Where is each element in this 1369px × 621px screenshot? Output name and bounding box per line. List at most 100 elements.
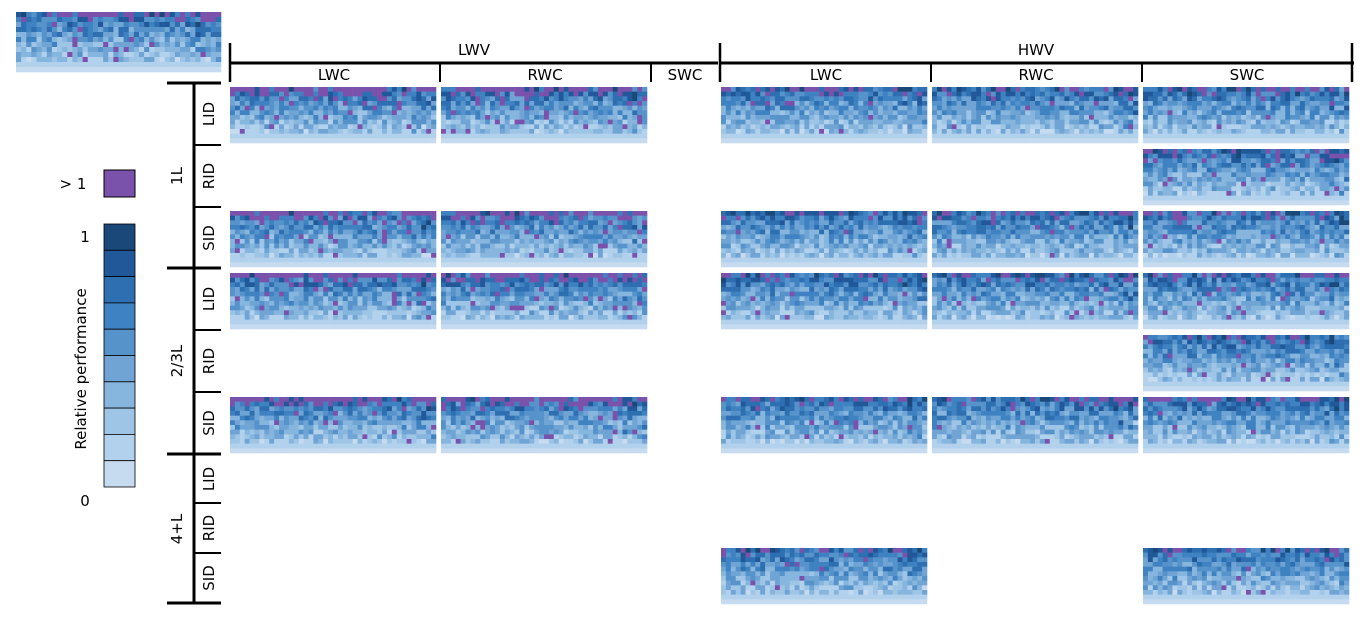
heatmap-cell xyxy=(1201,119,1208,125)
heatmap-cell xyxy=(1334,158,1340,164)
heatmap-cell xyxy=(1069,119,1075,125)
heatmap-cell xyxy=(544,101,550,106)
heatmap-cell xyxy=(303,229,309,235)
heatmap-cell xyxy=(1103,124,1109,130)
heatmap-cell xyxy=(907,248,913,254)
heatmap-cell xyxy=(1339,195,1345,201)
heatmap-cell xyxy=(1147,110,1154,116)
heatmap-cell xyxy=(62,52,68,58)
heatmap-cell xyxy=(976,110,982,116)
heatmap-cell xyxy=(730,110,737,116)
heatmap-cell xyxy=(259,253,265,258)
heatmap-cell xyxy=(1162,158,1168,164)
heatmap-cell xyxy=(1304,163,1311,168)
heatmap-cell xyxy=(721,229,727,235)
heatmap-panel xyxy=(230,211,437,268)
heatmap-cell xyxy=(1216,91,1222,97)
heatmap-cell xyxy=(480,220,486,226)
heatmap-cell xyxy=(907,138,913,144)
heatmap-cell xyxy=(279,234,285,240)
heatmap-cell xyxy=(529,257,535,263)
heatmap-cell xyxy=(1250,129,1257,134)
heatmap-cell xyxy=(760,234,766,240)
heatmap-cell xyxy=(480,262,486,268)
heatmap-cell xyxy=(1309,124,1315,130)
heatmap-cell xyxy=(770,225,776,230)
heatmap-cell xyxy=(941,105,948,111)
heatmap-cell xyxy=(249,215,255,221)
heatmap-cell xyxy=(882,225,889,230)
heatmap-cell xyxy=(568,105,574,111)
heatmap-cell xyxy=(455,234,461,240)
heatmap-cell xyxy=(1319,200,1325,206)
heatmap-cell xyxy=(1236,177,1242,182)
heatmap-cell xyxy=(936,138,943,144)
heatmap-cell xyxy=(838,87,844,92)
heatmap-cell xyxy=(1260,149,1266,154)
heatmap-cell xyxy=(1201,191,1208,196)
heatmap-cell xyxy=(386,133,393,139)
heatmap-cell xyxy=(966,87,972,92)
heatmap-panel xyxy=(1143,87,1350,144)
heatmap-cell xyxy=(725,229,732,235)
heatmap-cell xyxy=(1290,172,1296,178)
heatmap-cell xyxy=(1187,149,1193,154)
heatmap-cell xyxy=(1344,124,1350,130)
heatmap-cell xyxy=(1309,167,1315,173)
heatmap-cell xyxy=(499,138,506,144)
heatmap-cell xyxy=(1265,177,1271,182)
heatmap-cell xyxy=(264,115,270,120)
heatmap-cell xyxy=(907,133,913,139)
heatmap-cell xyxy=(877,229,884,235)
heatmap-cell xyxy=(981,133,987,139)
colorbar-cell xyxy=(103,302,136,330)
heatmap-cell xyxy=(205,52,212,58)
heatmap-cell xyxy=(529,253,535,258)
heatmap-cell xyxy=(721,243,727,249)
heatmap-cell xyxy=(377,138,383,144)
heatmap-cell xyxy=(1314,167,1320,173)
heatmap-cell xyxy=(1035,129,1041,134)
heatmap-cell xyxy=(563,96,569,102)
heatmap-cell xyxy=(794,87,800,92)
heatmap-cell xyxy=(1182,101,1188,106)
heatmap-cell xyxy=(485,220,491,226)
heatmap-cell xyxy=(632,133,638,139)
heatmap-cell xyxy=(548,248,555,254)
heatmap-cell xyxy=(1250,101,1257,106)
heatmap-cell xyxy=(1143,124,1149,130)
heatmap-cell xyxy=(1275,129,1281,134)
heatmap-cell xyxy=(1280,186,1286,192)
heatmap-cell xyxy=(607,124,613,130)
heatmap-cell xyxy=(779,220,786,226)
heatmap-cell xyxy=(828,239,835,244)
heatmap-cell xyxy=(450,119,457,125)
heatmap-cell xyxy=(128,57,135,63)
heatmap-cell xyxy=(391,229,398,235)
heatmap-cell xyxy=(848,101,854,106)
heatmap-cell xyxy=(544,115,550,120)
heatmap-cell xyxy=(342,91,349,97)
heatmap-cell xyxy=(892,239,898,244)
heatmap-cell xyxy=(941,115,948,120)
heatmap-cell xyxy=(475,101,481,106)
heatmap-cell xyxy=(72,52,78,58)
heatmap-cell xyxy=(907,220,913,226)
heatmap-cell xyxy=(1128,101,1134,106)
heatmap-cell xyxy=(1035,110,1041,116)
heatmap-cell xyxy=(902,101,908,106)
heatmap-cell xyxy=(333,243,339,249)
heatmap-cell xyxy=(269,129,275,134)
heatmap-cell xyxy=(283,220,290,226)
heatmap-cell xyxy=(990,87,997,92)
heatmap-cell xyxy=(1196,167,1203,173)
heatmap-cell xyxy=(1226,101,1232,106)
heatmap-cell xyxy=(1241,115,1247,120)
heatmap-cell xyxy=(882,239,889,244)
heatmap-cell xyxy=(67,52,73,58)
heatmap-cell xyxy=(279,220,285,226)
heatmap-cell xyxy=(1275,149,1281,154)
heatmap-cell xyxy=(519,229,525,235)
heatmap-cell xyxy=(573,119,579,125)
heatmap-cell xyxy=(475,96,481,102)
